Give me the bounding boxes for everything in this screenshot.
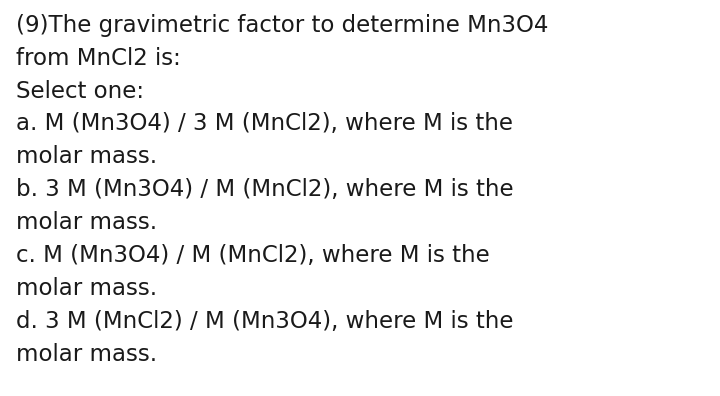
Text: molar mass.: molar mass. (16, 343, 157, 366)
Text: Select one:: Select one: (16, 80, 144, 103)
Text: d. 3 M (MnCl2) / M (Mn3O4), where M is the: d. 3 M (MnCl2) / M (Mn3O4), where M is t… (16, 310, 513, 333)
Text: molar mass.: molar mass. (16, 145, 157, 168)
Text: a. M (Mn3O4) / 3 M (MnCl2), where M is the: a. M (Mn3O4) / 3 M (MnCl2), where M is t… (16, 112, 513, 135)
Text: b. 3 M (Mn3O4) / M (MnCl2), where M is the: b. 3 M (Mn3O4) / M (MnCl2), where M is t… (16, 178, 513, 201)
Text: from MnCl2 is:: from MnCl2 is: (16, 47, 181, 70)
Text: c. M (Mn3O4) / M (MnCl2), where M is the: c. M (Mn3O4) / M (MnCl2), where M is the (16, 244, 490, 267)
Text: molar mass.: molar mass. (16, 277, 157, 300)
Text: (9)The gravimetric factor to determine Mn3O4: (9)The gravimetric factor to determine M… (16, 14, 548, 37)
Text: molar mass.: molar mass. (16, 211, 157, 234)
